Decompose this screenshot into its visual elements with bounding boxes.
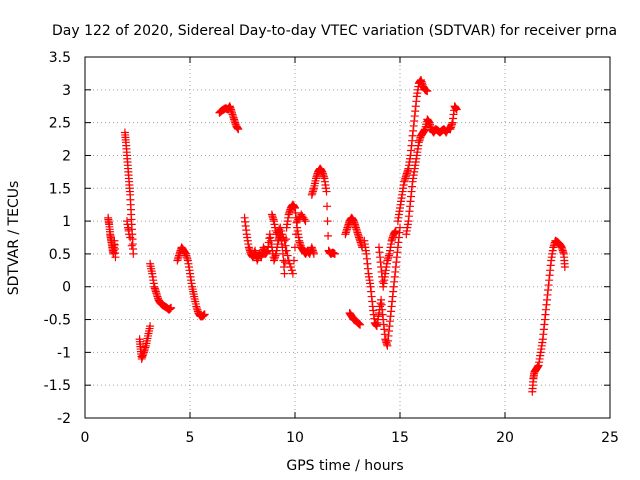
data-point bbox=[285, 259, 294, 268]
data-point bbox=[127, 241, 136, 250]
y-tick-label: -1 bbox=[57, 345, 71, 361]
data-point bbox=[280, 236, 289, 245]
data-point bbox=[167, 303, 176, 312]
x-tick-label: 0 bbox=[81, 430, 90, 446]
data-point bbox=[452, 105, 461, 114]
data-point bbox=[423, 87, 432, 96]
data-point bbox=[278, 230, 287, 239]
data-point bbox=[288, 269, 297, 278]
y-tick-label: -0.5 bbox=[44, 313, 71, 329]
data-point bbox=[300, 215, 309, 224]
data-point bbox=[283, 251, 292, 260]
y-tick-label: 2 bbox=[62, 148, 71, 164]
y-tick-label: 0.5 bbox=[49, 247, 71, 263]
data-point bbox=[281, 241, 290, 250]
data-point bbox=[146, 322, 155, 331]
y-tick-label: 1 bbox=[62, 214, 71, 230]
data-point bbox=[282, 246, 291, 255]
x-tick-label: 25 bbox=[601, 430, 619, 446]
data-point bbox=[279, 233, 288, 242]
data-point bbox=[396, 223, 404, 232]
data-point bbox=[126, 233, 135, 242]
y-tick-label: 3.5 bbox=[49, 50, 71, 66]
data-point bbox=[200, 310, 209, 319]
data-point bbox=[322, 187, 331, 196]
data-point bbox=[129, 249, 138, 258]
x-tick-label: 15 bbox=[391, 430, 409, 446]
x-axis-label: GPS time / hours bbox=[286, 458, 403, 474]
data-point bbox=[276, 223, 285, 232]
data-point bbox=[356, 320, 365, 329]
data-point bbox=[323, 202, 332, 211]
y-tick-label: 1.5 bbox=[49, 181, 71, 197]
data-point bbox=[234, 125, 243, 134]
data-point bbox=[324, 231, 333, 240]
x-tick-label: 5 bbox=[186, 430, 195, 446]
data-point bbox=[111, 253, 120, 262]
data-point bbox=[291, 243, 299, 252]
data-point bbox=[323, 217, 332, 226]
x-tick-label: 10 bbox=[286, 430, 304, 446]
y-axis-label: SDTVAR / TECUs bbox=[6, 181, 22, 296]
data-point bbox=[286, 263, 295, 272]
data-point bbox=[125, 230, 134, 239]
data-point bbox=[330, 249, 339, 258]
data-point bbox=[301, 217, 310, 226]
grid-lines bbox=[85, 57, 610, 418]
data-point bbox=[287, 266, 296, 275]
data-point bbox=[289, 256, 298, 265]
data-point bbox=[309, 249, 318, 258]
chart-title: Day 122 of 2020, Sidereal Day-to-day VTE… bbox=[52, 23, 617, 39]
y-tick-label: 0 bbox=[62, 280, 71, 296]
y-tick-label: -1.5 bbox=[44, 378, 71, 394]
data-point bbox=[280, 269, 289, 278]
y-tick-label: -2 bbox=[57, 411, 71, 427]
y-tick-label: 3 bbox=[62, 83, 71, 99]
y-tick-labels: -2 -1.5 -1 -0.5 0 0.5 1 1.5 2 2.5 3 3.5 bbox=[44, 50, 71, 427]
data-point bbox=[560, 263, 569, 272]
data-point bbox=[277, 226, 286, 235]
y-tick-label: 2.5 bbox=[49, 116, 71, 132]
data-point bbox=[292, 230, 301, 239]
plot-frame bbox=[84, 56, 611, 419]
data-points bbox=[104, 75, 569, 396]
tick-marks bbox=[84, 56, 611, 419]
data-point bbox=[281, 258, 290, 267]
x-tick-label: 20 bbox=[496, 430, 514, 446]
x-tick-labels: 0 5 10 15 20 25 bbox=[81, 430, 619, 446]
data-point bbox=[391, 226, 400, 235]
